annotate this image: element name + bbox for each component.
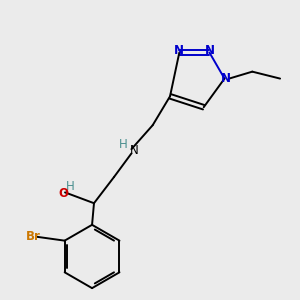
Text: N: N [174,44,184,58]
Text: N: N [221,72,231,85]
Text: H: H [118,138,127,151]
Text: H: H [66,180,75,193]
Text: N: N [130,144,139,157]
Text: O: O [58,188,68,200]
Text: N: N [204,44,214,58]
Text: Br: Br [26,230,41,243]
